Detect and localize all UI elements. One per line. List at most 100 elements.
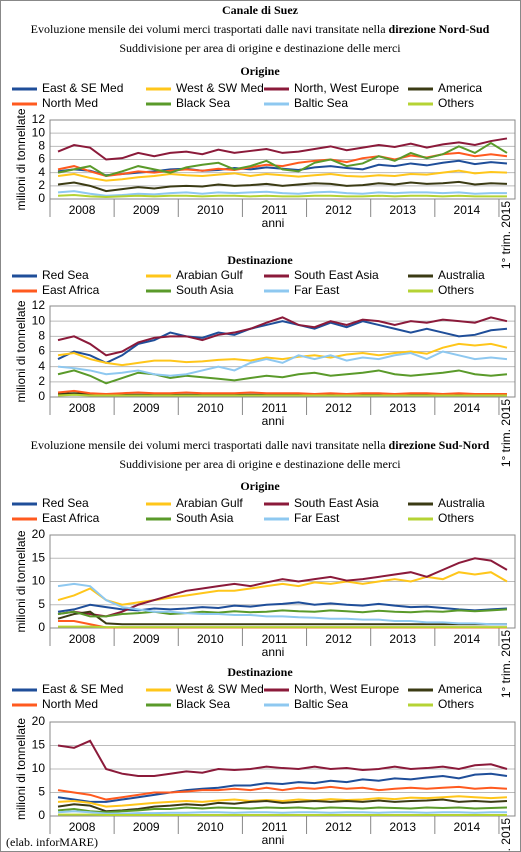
subtitle-bold: direzione Nord-Sud [389,22,490,36]
legend-label: Red Sea [42,496,89,510]
x-tick-label: 2014 [454,203,481,217]
x-tick-label: 2014 [454,401,481,415]
chart-title: Destinazione [227,665,293,679]
x-tick-label: 2010 [197,401,224,415]
legend-label: Far East [294,511,340,525]
series-line [57,806,508,814]
x-tick-label: 2011 [262,401,288,415]
y-tick-label: 10 [32,761,46,775]
x-tick-label: 2011 [262,820,288,834]
x-tick-label: 2012 [325,632,352,646]
x-tick-label: 1° trim. 2015 [499,630,513,698]
series-line [57,137,508,161]
y-tick-label: 0 [38,620,45,634]
y-tick-label: 5 [38,785,45,799]
y-tick-label: 8 [38,329,45,343]
x-axis-label: anni [262,216,285,230]
series-line [57,342,508,367]
x-axis-label: anni [262,833,285,847]
legend-label: Black Sea [176,96,230,110]
x-tick-label: 2012 [325,820,352,834]
series-line [57,810,507,815]
section-subtitle: Evoluzione mensile dei volumi merci tras… [31,22,490,36]
x-tick-label: 2010 [197,820,224,834]
y-tick-label: 10 [32,313,46,327]
series-line [57,795,508,808]
legend-label: East Africa [42,511,100,525]
y-tick-label: 4 [38,359,45,373]
legend-label: West & SW Med [176,81,264,95]
legend-label: America [438,682,482,696]
x-tick-label: 2014 [454,632,481,646]
legend-label: Others [438,511,474,525]
legend-label: Others [438,697,474,711]
x-tick-label: 2013 [389,632,416,646]
x-tick-label: 2011 [262,632,288,646]
legend-label: Far East [294,283,340,297]
y-tick-label: 20 [32,714,46,728]
x-tick-label: 2008 [69,632,96,646]
legend-label: Baltic Sea [294,96,348,110]
x-tick-label: 2011 [262,203,288,217]
series-line [57,582,507,626]
y-tick-label: 12 [32,298,46,312]
y-tick-label: 6 [38,152,45,166]
y-axis-label: milioni di tonnellate [14,300,28,402]
x-tick-label: 2009 [133,632,160,646]
section-subtitle: Evoluzione mensile dei volumi merci tras… [31,438,490,452]
legend-label: East & SE Med [42,682,123,696]
legend-label: Red Sea [42,268,89,282]
series-line [57,141,508,178]
x-tick-label: 2013 [389,820,416,834]
legend-label: South Asia [176,511,234,525]
legend-label: North Med [42,96,98,110]
legend-label: East Africa [42,283,100,297]
x-tick-label: 2013 [389,203,416,217]
legend-label: Others [438,283,474,297]
plot-frame [49,119,516,200]
subtitle-text: Evoluzione mensile dei volumi merci tras… [31,438,389,452]
y-tick-label: 10 [32,125,46,139]
x-tick-label: 2014 [454,820,481,834]
chart-title: Destinazione [227,253,293,267]
series-line [57,194,507,199]
legend-label: America [438,81,482,95]
legend-label: South East Asia [294,268,379,282]
y-tick-label: 2 [38,178,45,192]
y-tick-label: 5 [38,597,45,611]
legend-label: North, West Europe [294,682,399,696]
x-tick-label: 2013 [389,401,416,415]
x-tick-label: 1° trim. 2015 [499,818,513,852]
series-line [57,785,508,801]
y-tick-label: 15 [32,738,46,752]
series-line [57,393,507,397]
legend-label: Arabian Gulf [176,496,243,510]
series-line [57,389,507,395]
legend-label: East & SE Med [42,81,123,95]
series-line [57,608,508,618]
y-tick-label: 20 [32,527,46,541]
y-tick-label: 0 [38,191,45,205]
section-note: Suddivisione per area di origine e desti… [119,457,401,471]
section-note: Suddivisione per area di origine e desti… [119,41,401,55]
x-tick-label: 2008 [69,401,96,415]
series-line [57,739,508,778]
series-line [57,180,508,193]
y-tick-label: 8 [38,139,45,153]
footer: (elab. inforMARE) [6,835,98,849]
legend-label: South East Asia [294,496,379,510]
legend-label: North, West Europe [294,81,399,95]
series-line [57,350,508,377]
legend-label: Baltic Sea [294,697,348,711]
legend-label: South Asia [176,283,234,297]
y-tick-label: 4 [38,165,45,179]
x-axis-label: anni [262,645,285,659]
series-line [57,557,508,618]
x-tick-label: 1° trim. 2015 [499,399,513,467]
y-tick-label: 6 [38,344,45,358]
series-line [57,169,508,182]
x-tick-label: 2010 [197,203,224,217]
x-tick-label: 1° trim. 2015 [499,201,513,269]
